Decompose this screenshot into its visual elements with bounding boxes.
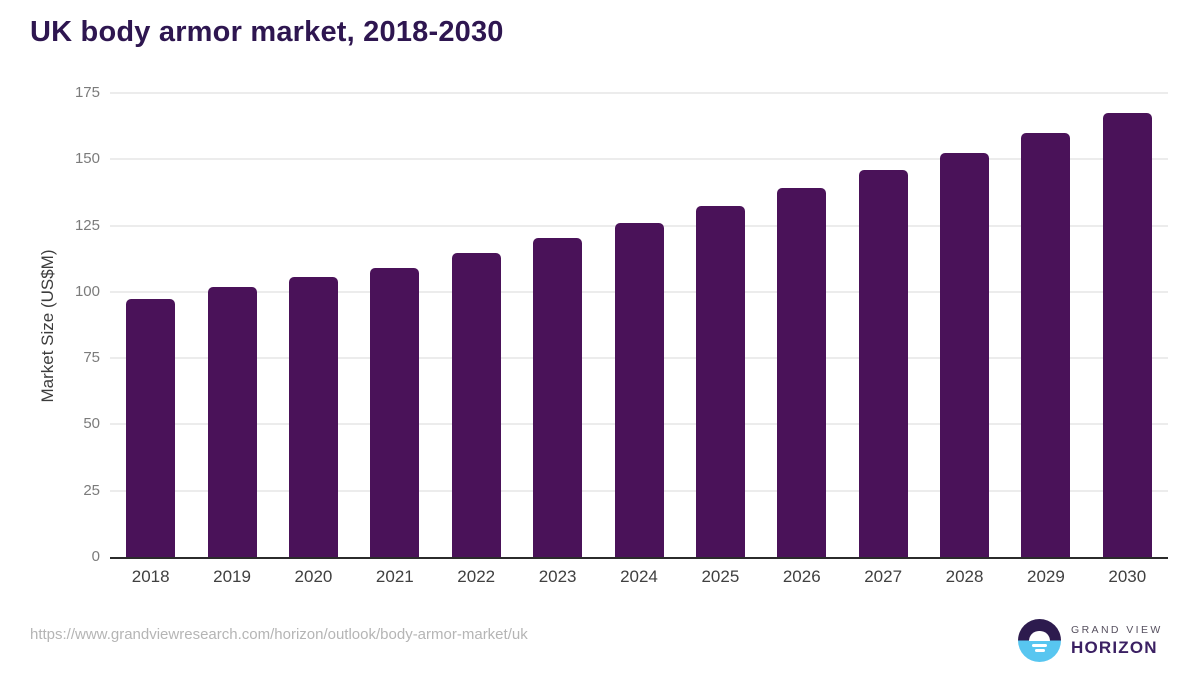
plot-area — [110, 92, 1168, 559]
y-tick-150: 150 — [74, 150, 100, 168]
x-label-2028: 2028 — [945, 567, 984, 586]
chart-title: UK body armor market, 2018-2030 — [30, 16, 504, 48]
y-tick-50: 50 — [83, 415, 100, 433]
grand-view-horizon-logo: GRAND VIEW HORIZON — [1018, 619, 1163, 662]
sun-shape — [1029, 630, 1050, 641]
bar-2023 — [533, 237, 583, 557]
bar-2028 — [940, 152, 990, 557]
bar-2025 — [695, 205, 745, 557]
x-label-2022: 2022 — [457, 567, 496, 586]
y-tick-125: 125 — [74, 216, 100, 234]
bar-2022 — [451, 253, 501, 557]
horizon-sun-icon — [1018, 619, 1061, 662]
x-label-2026: 2026 — [782, 567, 821, 586]
y-tick-175: 175 — [74, 84, 100, 101]
x-label-2021: 2021 — [375, 567, 414, 586]
x-label-2027: 2027 — [864, 567, 903, 586]
gridline-175 — [110, 92, 1168, 94]
bar-2024 — [614, 222, 664, 557]
bar-2019 — [207, 286, 257, 557]
bar-2027 — [858, 169, 908, 557]
bar-2029 — [1021, 132, 1071, 557]
sun-reflection-line-2 — [1034, 649, 1045, 652]
bar-2018 — [126, 298, 176, 557]
x-label-2024: 2024 — [620, 567, 658, 586]
bar-2020 — [288, 277, 338, 557]
bar-2021 — [370, 268, 420, 557]
bar-2030 — [1102, 112, 1152, 557]
y-tick-100: 100 — [74, 282, 100, 300]
x-label-2020: 2020 — [294, 567, 333, 586]
x-axis-labels: 2018 2019 2020 2021 2022 2023 2024 2025 2026 2027… — [110, 567, 1168, 591]
x-label-2029: 2029 — [1026, 567, 1065, 586]
logo-brand-bottom: HORIZON — [1071, 637, 1158, 657]
x-label-2025: 2025 — [701, 567, 740, 586]
source-url: https://www.grandviewresearch.com/horizo… — [30, 626, 528, 643]
x-label-2030: 2030 — [1108, 567, 1147, 586]
x-label-2023: 2023 — [538, 567, 577, 586]
bar-2026 — [777, 188, 827, 557]
y-axis-ticks: 0 25 50 75 100 125 150 175 — [0, 85, 100, 565]
y-tick-75: 75 — [83, 349, 100, 367]
logo-text: GRAND VIEW HORIZON — [1071, 624, 1163, 658]
gridline-150 — [110, 158, 1168, 161]
sun-reflection-line-1 — [1032, 643, 1047, 647]
logo-brand-top: GRAND VIEW — [1071, 623, 1163, 636]
y-tick-0: 0 — [91, 548, 100, 565]
x-label-2018: 2018 — [131, 567, 170, 586]
x-axis-line — [110, 557, 1168, 559]
y-tick-25: 25 — [83, 481, 100, 499]
x-label-2019: 2019 — [213, 567, 251, 586]
